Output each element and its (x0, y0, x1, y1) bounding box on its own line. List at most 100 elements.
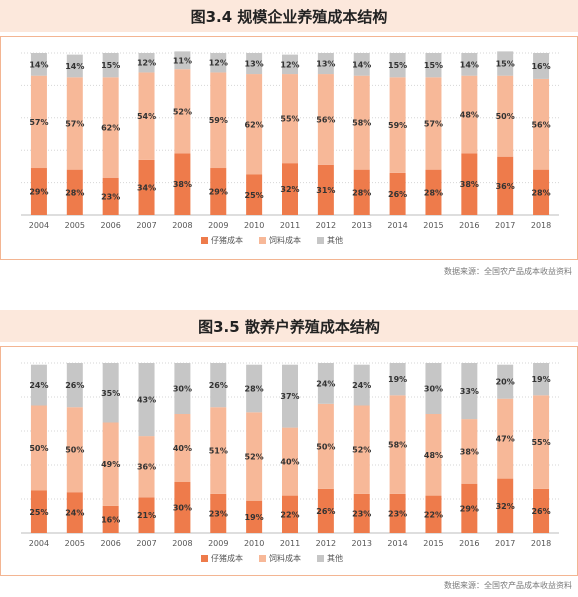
bar-segment-other (533, 363, 550, 396)
bar-segment-piglet (102, 177, 119, 215)
data-label: 24% (316, 379, 335, 388)
data-label: 37% (280, 392, 299, 401)
bar-segment-piglet (353, 493, 370, 533)
data-label: 16% (101, 515, 120, 524)
x-tick-label: 2013 (352, 539, 372, 548)
data-label: 32% (280, 185, 299, 194)
x-tick-label: 2016 (459, 539, 479, 548)
data-label: 28% (245, 385, 264, 394)
data-label: 29% (209, 188, 228, 197)
data-label: 50% (316, 442, 335, 451)
data-label: 57% (29, 118, 48, 127)
data-label: 23% (101, 192, 120, 201)
x-tick-label: 2007 (136, 539, 156, 548)
x-tick-label: 2010 (244, 539, 264, 548)
bar-segment-piglet (461, 483, 478, 533)
bar-segment-other (174, 363, 191, 414)
data-label: 30% (173, 504, 192, 513)
data-label: 28% (531, 188, 550, 197)
data-label: 26% (209, 381, 228, 390)
data-label: 26% (531, 507, 550, 516)
bar-segment-feed (174, 414, 191, 482)
legend-label-piglet: 仔猪成本 (211, 235, 243, 245)
bar-segment-other (102, 53, 119, 78)
x-tick-label: 2005 (65, 539, 85, 548)
data-label: 38% (460, 447, 479, 456)
data-label: 13% (245, 60, 264, 69)
source-note-1: 数据来源：全国农产品成本收益资料 (444, 267, 572, 276)
bar-segment-piglet (461, 153, 478, 215)
data-label: 40% (173, 444, 192, 453)
bar-segment-piglet (353, 169, 370, 215)
x-tick-label: 2012 (316, 539, 336, 548)
bar-segment-piglet (174, 153, 191, 215)
x-tick-label: 2012 (316, 221, 336, 230)
data-label: 52% (352, 446, 371, 455)
data-label: 52% (173, 107, 192, 116)
bar-segment-feed (353, 75, 370, 170)
data-label: 15% (496, 60, 515, 69)
bar-segment-other (461, 53, 478, 76)
bar-segment-feed (66, 77, 83, 170)
data-label: 15% (101, 61, 120, 70)
data-label: 30% (173, 385, 192, 394)
bar-segment-piglet (30, 490, 47, 533)
bar-segment-feed (533, 395, 550, 489)
data-label: 62% (245, 120, 264, 129)
legend-label-piglet: 仔猪成本 (211, 553, 243, 563)
data-label: 47% (496, 435, 515, 444)
bar-segment-feed (30, 75, 47, 169)
bar-segment-other (30, 364, 47, 406)
data-label: 19% (245, 513, 264, 522)
legend-label-other: 其他 (327, 553, 343, 563)
bar-segment-feed (138, 436, 155, 498)
data-label: 54% (137, 112, 156, 121)
bar-segment-other (389, 53, 406, 78)
data-label: 56% (531, 120, 550, 129)
x-tick-label: 2015 (423, 221, 443, 230)
data-label: 15% (424, 61, 443, 70)
data-label: 49% (101, 460, 120, 469)
bar-segment-other (425, 363, 442, 414)
data-label: 25% (245, 191, 264, 200)
x-tick-label: 2018 (531, 539, 551, 548)
bar-segment-feed (102, 77, 119, 178)
data-label: 50% (496, 112, 515, 121)
x-tick-label: 2006 (100, 539, 120, 548)
bar-segment-feed (425, 414, 442, 496)
bar-segment-other (461, 363, 478, 420)
bar-segment-feed (461, 419, 478, 484)
legend-label-feed: 饲料成本 (269, 235, 301, 245)
bar-segment-feed (102, 422, 119, 506)
data-label: 12% (137, 59, 156, 68)
bar-segment-feed (66, 407, 83, 493)
data-label: 24% (29, 381, 48, 390)
bar-segment-piglet (30, 168, 47, 215)
bar-segment-feed (353, 405, 370, 494)
data-label: 59% (209, 116, 228, 125)
bar-segment-piglet (174, 482, 191, 533)
data-label: 28% (65, 188, 84, 197)
chart-title-2: 图3.5 散养户养殖成本结构 (0, 310, 578, 342)
bar-segment-feed (246, 74, 263, 175)
bar-segment-other (533, 53, 550, 79)
x-tick-label: 2010 (244, 221, 264, 230)
data-label: 58% (352, 119, 371, 128)
bar-segment-other (246, 53, 263, 75)
bar-segment-feed (210, 407, 227, 494)
bar-segment-piglet (497, 478, 514, 533)
bar-segment-other (66, 363, 83, 408)
bar-segment-feed (461, 75, 478, 154)
x-tick-label: 2004 (29, 221, 49, 230)
bar-segment-other (138, 53, 155, 73)
bar-segment-other (497, 51, 514, 76)
bar-segment-piglet (66, 492, 83, 533)
bar-segment-other (246, 364, 263, 413)
data-label: 22% (280, 510, 299, 519)
bar-segment-other (138, 363, 155, 437)
x-tick-label: 2008 (172, 539, 192, 548)
data-label: 19% (531, 375, 550, 384)
data-label: 30% (424, 385, 443, 394)
x-tick-label: 2011 (280, 221, 300, 230)
data-label: 26% (388, 190, 407, 199)
